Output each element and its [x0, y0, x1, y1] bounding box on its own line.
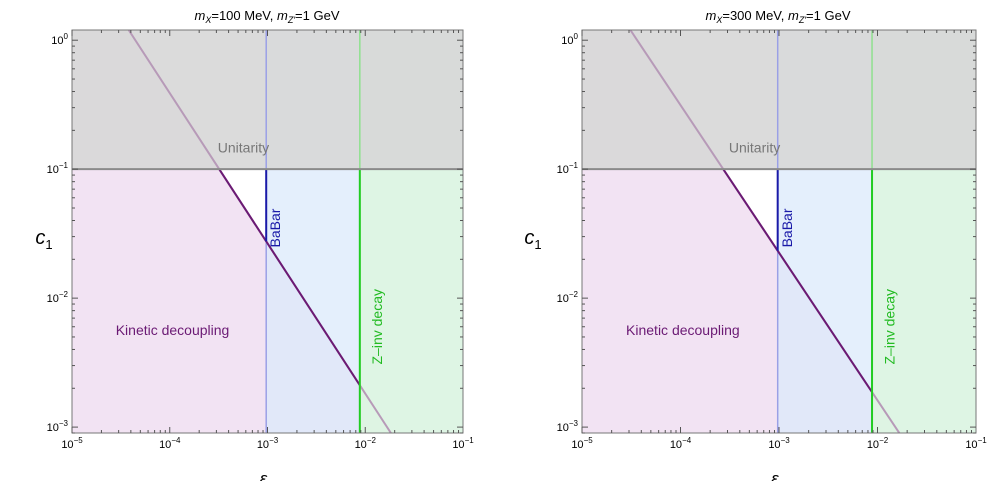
- y-tick-label: 10−3: [47, 419, 69, 434]
- x-tick-label: 10−2: [355, 436, 377, 451]
- label-unitarity: Unitarity: [729, 139, 780, 155]
- y-axis-label: c1: [524, 227, 541, 252]
- y-tick-label: 10−1: [557, 161, 579, 176]
- y-tick-label: 10−1: [47, 161, 69, 176]
- x-tick-label: 10−1: [452, 436, 474, 451]
- label-zinv: Z–inv decay: [369, 289, 385, 364]
- label-kinetic: Kinetic decoupling: [626, 322, 740, 338]
- y-tick-label: 100: [51, 32, 68, 47]
- chart-title: mX=100 MeV, mZ′=1 GeV: [195, 8, 340, 25]
- x-axis-label: ε: [260, 469, 268, 481]
- kinetic-line: [218, 168, 361, 386]
- x-tick-label: 10−5: [61, 436, 83, 451]
- y-tick-label: 10−2: [557, 290, 579, 305]
- label-kinetic: Kinetic decoupling: [116, 322, 230, 338]
- plot-area: [72, 30, 463, 433]
- x-tick-label: 10−5: [571, 436, 593, 451]
- x-tick-label: 10−3: [768, 436, 790, 451]
- x-tick-label: 10−2: [867, 436, 889, 451]
- y-tick-label: 10−3: [557, 419, 579, 434]
- x-tick-label: 10−1: [965, 436, 987, 451]
- label-zinv: Z–inv decay: [881, 289, 897, 364]
- y-tick-label: 10−2: [47, 290, 69, 305]
- y-axis-label: c1: [35, 227, 52, 252]
- y-tick-label: 100: [561, 32, 578, 47]
- x-axis-label: ε: [771, 469, 779, 481]
- label-babar: BaBar: [779, 208, 795, 247]
- unitarity-region: [582, 30, 976, 170]
- x-tick-label: 10−3: [257, 436, 279, 451]
- kinetic-line: [722, 168, 873, 393]
- x-tick-label: 10−4: [159, 436, 181, 451]
- panel-2: Unitarity BaBar Z–inv decay Kinetic decoupl…: [524, 8, 987, 481]
- chart-title: mX=300 MeV, mZ′=1 GeV: [706, 8, 851, 25]
- label-unitarity: Unitarity: [218, 139, 269, 155]
- x-tick-label: 10−4: [670, 436, 692, 451]
- plot-area: [582, 30, 976, 433]
- panel-1: Unitarity BaBar Z–inv decay Kinetic decoupl…: [35, 8, 474, 481]
- label-babar: BaBar: [267, 208, 283, 247]
- unitarity-region: [72, 30, 463, 170]
